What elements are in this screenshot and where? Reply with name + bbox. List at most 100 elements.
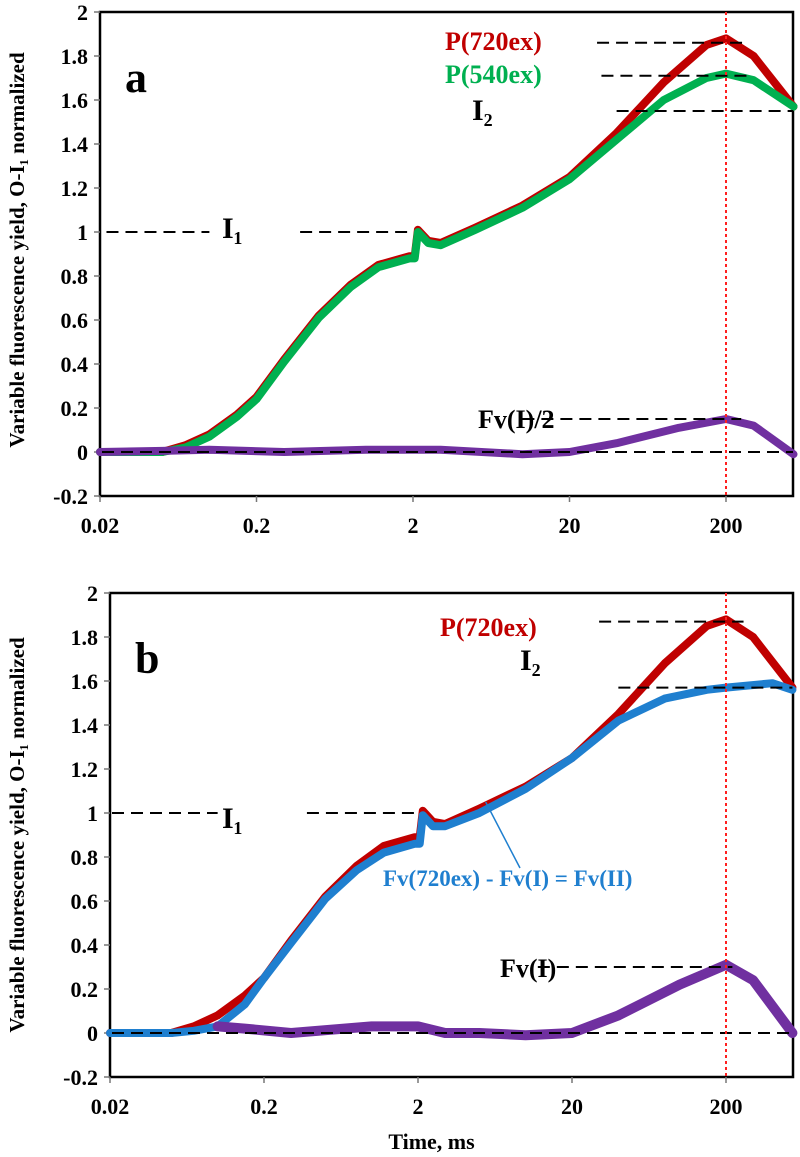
data-point — [751, 77, 757, 83]
y-tick-label: 0.6 — [61, 308, 89, 333]
plot-frame — [98, 10, 795, 498]
data-point — [322, 896, 328, 902]
data-point — [97, 449, 103, 455]
x-tick-label: 20 — [559, 513, 581, 538]
data-point — [415, 1023, 421, 1029]
data-point — [375, 264, 381, 270]
data-point — [677, 982, 683, 988]
y-axis-label: Variable fluorescence yield, O-I₁ normal… — [5, 52, 29, 448]
y-tick-label: 1.2 — [61, 176, 89, 201]
data-point — [661, 79, 667, 85]
x-tick-label: 200 — [710, 513, 743, 538]
data-point — [412, 834, 418, 840]
data-point — [614, 137, 620, 143]
y-tick-label: -0.2 — [53, 484, 88, 509]
data-point — [438, 447, 444, 453]
data-point — [723, 416, 729, 422]
data-point — [234, 414, 240, 420]
x-tick-label: 200 — [710, 1094, 743, 1119]
data-point — [206, 434, 212, 440]
y-tick-label: 1.4 — [61, 132, 89, 157]
x-tick-label: 2 — [413, 1094, 424, 1119]
data-point — [438, 242, 444, 248]
y-tick-label: 0.4 — [71, 933, 99, 958]
x-tick-label: 0.2 — [250, 1094, 278, 1119]
reference-label: P(720ex) — [440, 613, 537, 642]
data-point — [769, 680, 775, 686]
y-tick-label: 1.6 — [71, 669, 99, 694]
y-tick-label: 1.8 — [71, 625, 99, 650]
y-tick-label: 1.2 — [71, 757, 99, 782]
data-point — [789, 1030, 795, 1036]
data-point — [519, 205, 525, 211]
panel-b: -0.2 0 0.2 0.4 0.6 0.8 1 1.2 1.4 1.6 1.8 2 0.02 0.2 2 2… — [5, 581, 798, 1154]
plot-frame — [108, 591, 795, 1079]
data-point — [288, 940, 294, 946]
reference-label: P(540ex) — [445, 60, 542, 89]
data-point — [567, 176, 572, 182]
data-point — [523, 1032, 529, 1038]
y-tick-label: 0.8 — [71, 845, 99, 870]
data-point — [662, 660, 668, 666]
data-point — [261, 975, 267, 981]
y-tick-label: 0 — [87, 1021, 98, 1046]
series-line-1 — [106, 679, 797, 1037]
reference-label: I₁ — [222, 212, 243, 245]
x-tick-label: 20 — [561, 1094, 583, 1119]
y-tick-label: 1.8 — [61, 44, 89, 69]
x-tick-label: 0.02 — [81, 513, 120, 538]
annotation-label: Fv(720ex) - Fv(I) = Fv(II) — [383, 866, 632, 891]
y-tick-label: -0.2 — [63, 1065, 98, 1090]
data-point — [569, 755, 575, 761]
data-point — [704, 623, 710, 629]
data-point — [615, 718, 621, 724]
data-point — [242, 1001, 248, 1007]
y-tick-label: 0.8 — [61, 264, 89, 289]
y-tick-label: 1 — [77, 220, 88, 245]
data-point — [369, 1023, 375, 1029]
data-point — [614, 440, 620, 446]
data-point — [417, 841, 423, 847]
reference-label: Fv(I)/2 — [478, 405, 555, 434]
y-tick-label: 0.2 — [71, 977, 99, 1002]
data-point — [354, 867, 360, 873]
data-point — [723, 962, 729, 968]
reference-label: I₂ — [472, 94, 493, 127]
data-point — [751, 423, 757, 429]
data-point — [523, 786, 529, 792]
data-point — [412, 841, 418, 847]
data-point — [751, 53, 757, 59]
data-point — [381, 850, 387, 856]
data-point — [723, 685, 729, 691]
panel-label: a — [125, 53, 147, 102]
y-tick-label: 0.4 — [61, 352, 89, 377]
y-tick-label: 1 — [87, 801, 98, 826]
data-point — [662, 696, 668, 702]
data-point — [281, 359, 287, 365]
x-tick-label: 2 — [408, 513, 419, 538]
panel-a: -0.2 0 0.2 0.4 0.6 0.8 1 1.2 1.4 1.6 1.8 2 0.02 0.2 2 2… — [5, 0, 798, 538]
data-point — [476, 810, 482, 816]
panel-label: b — [135, 634, 159, 683]
data-point — [472, 227, 478, 233]
y-tick-label: 0.2 — [61, 396, 89, 421]
reference-label: Fv(I) — [500, 954, 556, 983]
data-point — [420, 812, 426, 818]
data-point — [381, 843, 387, 849]
y-axis-label: Variable fluorescence yield, O-I₁ normal… — [5, 637, 29, 1033]
y-tick-label: 1.6 — [61, 88, 89, 113]
data-point — [412, 255, 418, 261]
x-tick-label: 0.02 — [91, 1094, 130, 1119]
data-point — [107, 1030, 113, 1036]
reference-label: I₂ — [520, 644, 541, 677]
data-point — [442, 823, 448, 829]
y-tick-label: 1.4 — [71, 713, 99, 738]
data-point — [254, 396, 259, 402]
data-point — [348, 284, 354, 290]
data-point — [661, 97, 667, 103]
data-point — [363, 447, 369, 453]
x-tick-label: 0.2 — [243, 513, 271, 538]
data-point — [750, 634, 756, 640]
data-point — [791, 104, 797, 110]
